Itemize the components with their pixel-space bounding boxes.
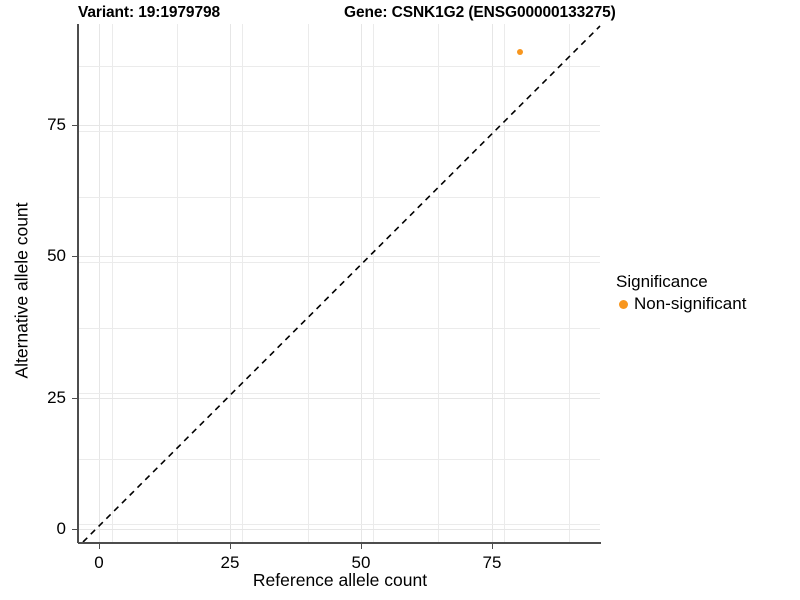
legend-item-non-significant[interactable]: Non-significant xyxy=(616,294,796,314)
x-tick-25 xyxy=(230,544,231,549)
x-tick-label-75: 75 xyxy=(482,553,502,572)
gridline-major-x-50 xyxy=(361,24,362,542)
x-tick-75 xyxy=(492,544,493,549)
data-point[interactable] xyxy=(517,49,523,55)
y-tick-50 xyxy=(72,256,77,257)
x-axis-line xyxy=(78,542,601,544)
gridline-minor-x xyxy=(242,24,243,542)
gridline-minor-x xyxy=(569,24,570,542)
y-tick-75 xyxy=(72,125,77,126)
gridline-minor-y xyxy=(78,524,600,525)
gridline-minor-x xyxy=(373,24,374,542)
x-tick-0 xyxy=(99,544,100,549)
y-tick-label-0: 0 xyxy=(56,519,66,538)
y-tick-25 xyxy=(72,398,77,399)
y-axis-line xyxy=(77,24,79,543)
gridline-minor-x xyxy=(438,24,439,542)
gridline-minor-y xyxy=(78,66,600,67)
gridline-minor-y xyxy=(78,459,600,460)
x-tick-label-0: 0 xyxy=(94,553,104,572)
y-tick-label-75: 75 xyxy=(47,115,66,134)
gridline-major-x-75 xyxy=(492,24,493,542)
gridline-major-y-50 xyxy=(78,256,600,257)
gridline-minor-x xyxy=(308,24,309,542)
y-axis-title: Alternative allele count xyxy=(11,202,32,379)
gridline-minor-y xyxy=(78,262,600,263)
gridline-minor-y xyxy=(78,328,600,329)
gridline-minor-y xyxy=(78,131,600,132)
gridline-major-x-0 xyxy=(99,24,100,542)
gridline-minor-y xyxy=(78,393,600,394)
y-tick-label-50: 50 xyxy=(47,246,66,265)
legend-title: Significance xyxy=(616,272,708,291)
legend-key-icon xyxy=(619,299,628,309)
gridline-major-y-75 xyxy=(78,125,600,126)
x-axis-title: Reference allele count xyxy=(252,570,428,590)
gridline-major-y-0 xyxy=(78,529,600,530)
x-tick-label-25: 25 xyxy=(220,553,240,572)
gridline-major-y-25 xyxy=(78,398,600,399)
y-tick-0 xyxy=(72,529,77,530)
x-tick-label-50: 50 xyxy=(351,553,371,572)
gridline-minor-y xyxy=(78,197,600,198)
gridline-minor-x xyxy=(112,24,113,542)
x-tick-50 xyxy=(361,544,362,549)
gridline-minor-x xyxy=(504,24,505,542)
legend-item-label: Non-significant xyxy=(634,294,747,313)
variant-title: Variant: 19:1979798 xyxy=(78,4,221,21)
gridline-major-x-25 xyxy=(230,24,231,542)
gene-title: Gene: CSNK1G2 (ENSG00000133275) xyxy=(344,4,616,21)
y-tick-label-25: 25 xyxy=(47,388,66,407)
legend: Significance Non-significant xyxy=(616,272,796,314)
gridline-minor-x xyxy=(177,24,178,542)
identity-reference-line xyxy=(82,25,601,543)
plot-panel xyxy=(78,24,601,543)
